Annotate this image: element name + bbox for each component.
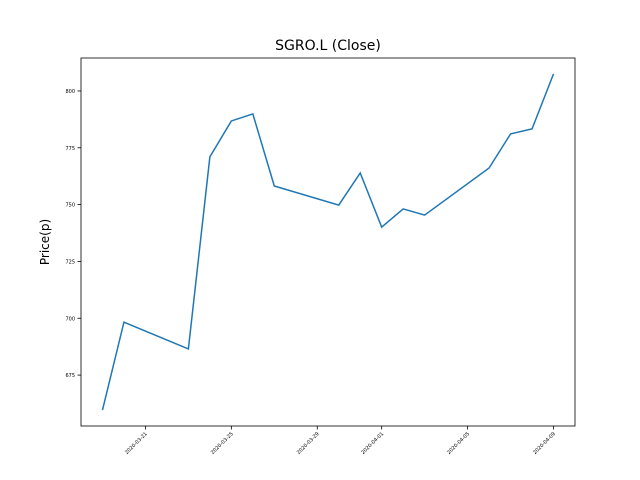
y-tick-label: 775 [65, 146, 75, 152]
plot-frame [80, 57, 576, 427]
y-tick-label: 750 [65, 203, 75, 209]
y-tick-label: 675 [65, 373, 75, 379]
y-tick-label: 725 [65, 259, 75, 265]
y-tick-label: 800 [65, 89, 75, 95]
chart-title: SGRO.L (Close) [275, 38, 381, 54]
y-tick-label: 700 [65, 316, 75, 322]
line [101, 73, 555, 411]
y-axis-label: Price(p) [38, 219, 52, 265]
